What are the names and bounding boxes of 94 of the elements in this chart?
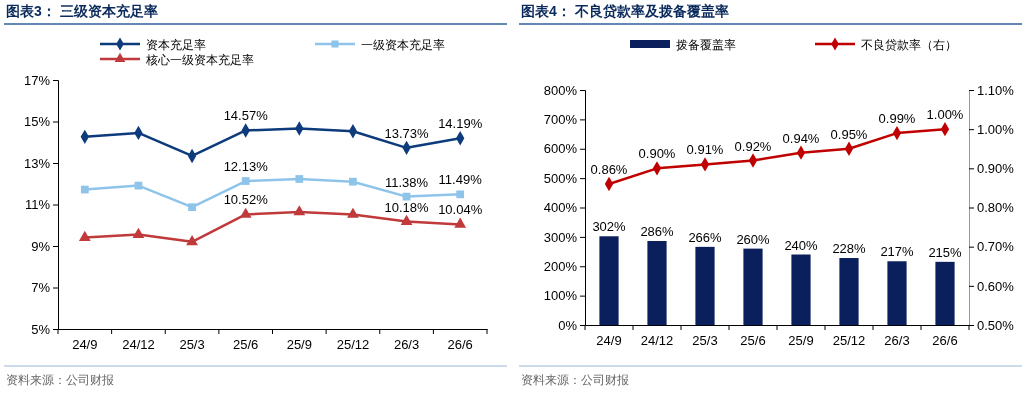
x-tick-label: 26/6: [447, 336, 473, 352]
chart-title: 图表3： 三级资本充足率: [6, 3, 158, 19]
x-tick-label: 24/12: [640, 332, 674, 348]
x-tick-label: 26/3: [884, 332, 910, 348]
y-tick-label: 15%: [23, 114, 51, 130]
data-label: 0.91%: [686, 142, 724, 158]
x-tick-label: 25/9: [286, 336, 312, 352]
data-label: 0.99%: [878, 111, 916, 127]
y-tick-label: 300%: [543, 229, 578, 245]
y2-tick-label: 0.80%: [977, 200, 1015, 216]
y2-tick-label: 1.00%: [977, 121, 1015, 137]
y-tick-label: 0%: [558, 317, 578, 333]
data-label: 11.49%: [438, 172, 483, 188]
data-label: 0.86%: [590, 162, 628, 177]
point: [132, 227, 145, 238]
data-label: 260%: [736, 231, 771, 247]
data-label: 0.95%: [830, 126, 868, 142]
data-label: 10.52%: [223, 192, 269, 208]
data-label: 228%: [832, 241, 867, 257]
data-label: 10.18%: [384, 199, 430, 215]
x-tick-label: 24/9: [596, 332, 622, 348]
point: [400, 214, 413, 225]
point: [454, 217, 467, 228]
x-tick-label: 25/12: [336, 336, 370, 352]
legend-label: 一级资本充足率: [361, 37, 445, 52]
legend-label: 拨备覆盖率: [676, 37, 736, 52]
data-label: 302%: [592, 219, 627, 235]
point: [295, 175, 304, 183]
text: 资料来源：公司财报: [521, 373, 629, 387]
data-label: 0.90%: [638, 146, 676, 162]
y2-tick-label: 0.70%: [977, 239, 1015, 255]
bar: [887, 261, 907, 325]
point: [80, 185, 89, 194]
y-tick-label: 600%: [543, 141, 578, 157]
y-tick-label: 7%: [31, 280, 51, 296]
x-tick-label: 25/6: [740, 332, 766, 348]
bar: [839, 258, 859, 325]
bar: [695, 246, 715, 325]
data-label: 11.38%: [384, 174, 429, 190]
y-tick-label: 100%: [543, 288, 578, 304]
data-label: 14.19%: [438, 116, 483, 132]
data-label: 266%: [688, 229, 723, 245]
data-label: 286%: [640, 223, 675, 239]
point: [347, 207, 359, 218]
y2-tick-label: 0.50%: [977, 317, 1015, 333]
x-tick-label: 26/3: [393, 336, 420, 352]
bar: [647, 240, 667, 325]
y2-tick-label: 0.60%: [977, 278, 1015, 294]
legend-label: 资本充足率: [146, 37, 206, 52]
point: [78, 230, 91, 241]
data-label: 0.92%: [734, 138, 772, 154]
y-tick-label: 500%: [543, 170, 578, 186]
y-tick-label: 9%: [31, 238, 51, 254]
legend-label: 不良贷款率（右）: [861, 37, 957, 52]
bar: [599, 236, 619, 325]
point: [293, 205, 306, 216]
data-label: 215%: [928, 244, 963, 260]
y-tick-label: 5%: [31, 321, 51, 337]
text: 资料来源：公司财报: [6, 373, 114, 387]
x-tick-label: 24/12: [122, 336, 155, 352]
x-tick-label: 25/3: [179, 336, 205, 352]
legend-label: 核心一级资本充足率: [145, 52, 254, 67]
x-tick-label: 25/6: [233, 336, 259, 352]
y-tick-label: 13%: [23, 155, 51, 171]
y-tick-label: 700%: [543, 112, 578, 128]
bar: [791, 254, 811, 325]
point: [186, 235, 198, 246]
data-label: 10.04%: [438, 202, 483, 218]
y-tick-label: 400%: [543, 200, 578, 216]
x-tick-label: 25/3: [692, 332, 718, 348]
y2-tick-label: 1.10%: [977, 82, 1015, 98]
y-tick-label: 11%: [24, 197, 51, 213]
data-label: 0.94%: [782, 130, 820, 146]
point: [456, 190, 465, 199]
chart-title: 图表4： 不良贷款率及拨备覆盖率: [521, 3, 729, 19]
x-tick-label: 25/12: [832, 332, 866, 348]
y-tick-label: 17%: [23, 72, 51, 88]
point: [188, 203, 196, 212]
y-tick-label: 200%: [543, 258, 578, 274]
data-label: 12.13%: [223, 159, 269, 175]
data-label: 217%: [880, 244, 915, 260]
y2-tick-label: 0.90%: [977, 160, 1015, 176]
y-tick-label: 800%: [543, 82, 578, 98]
x-tick-label: 24/9: [72, 336, 98, 352]
data-label: 13.73%: [384, 125, 430, 141]
data-label: 240%: [784, 237, 819, 253]
x-tick-label: 25/9: [788, 332, 814, 348]
data-label: 1.00%: [926, 107, 964, 123]
point: [241, 177, 250, 185]
bar: [743, 248, 763, 325]
x-tick-label: 26/6: [932, 332, 958, 348]
bar: [935, 261, 955, 325]
data-label: 14.57%: [223, 108, 269, 124]
point: [349, 177, 357, 186]
